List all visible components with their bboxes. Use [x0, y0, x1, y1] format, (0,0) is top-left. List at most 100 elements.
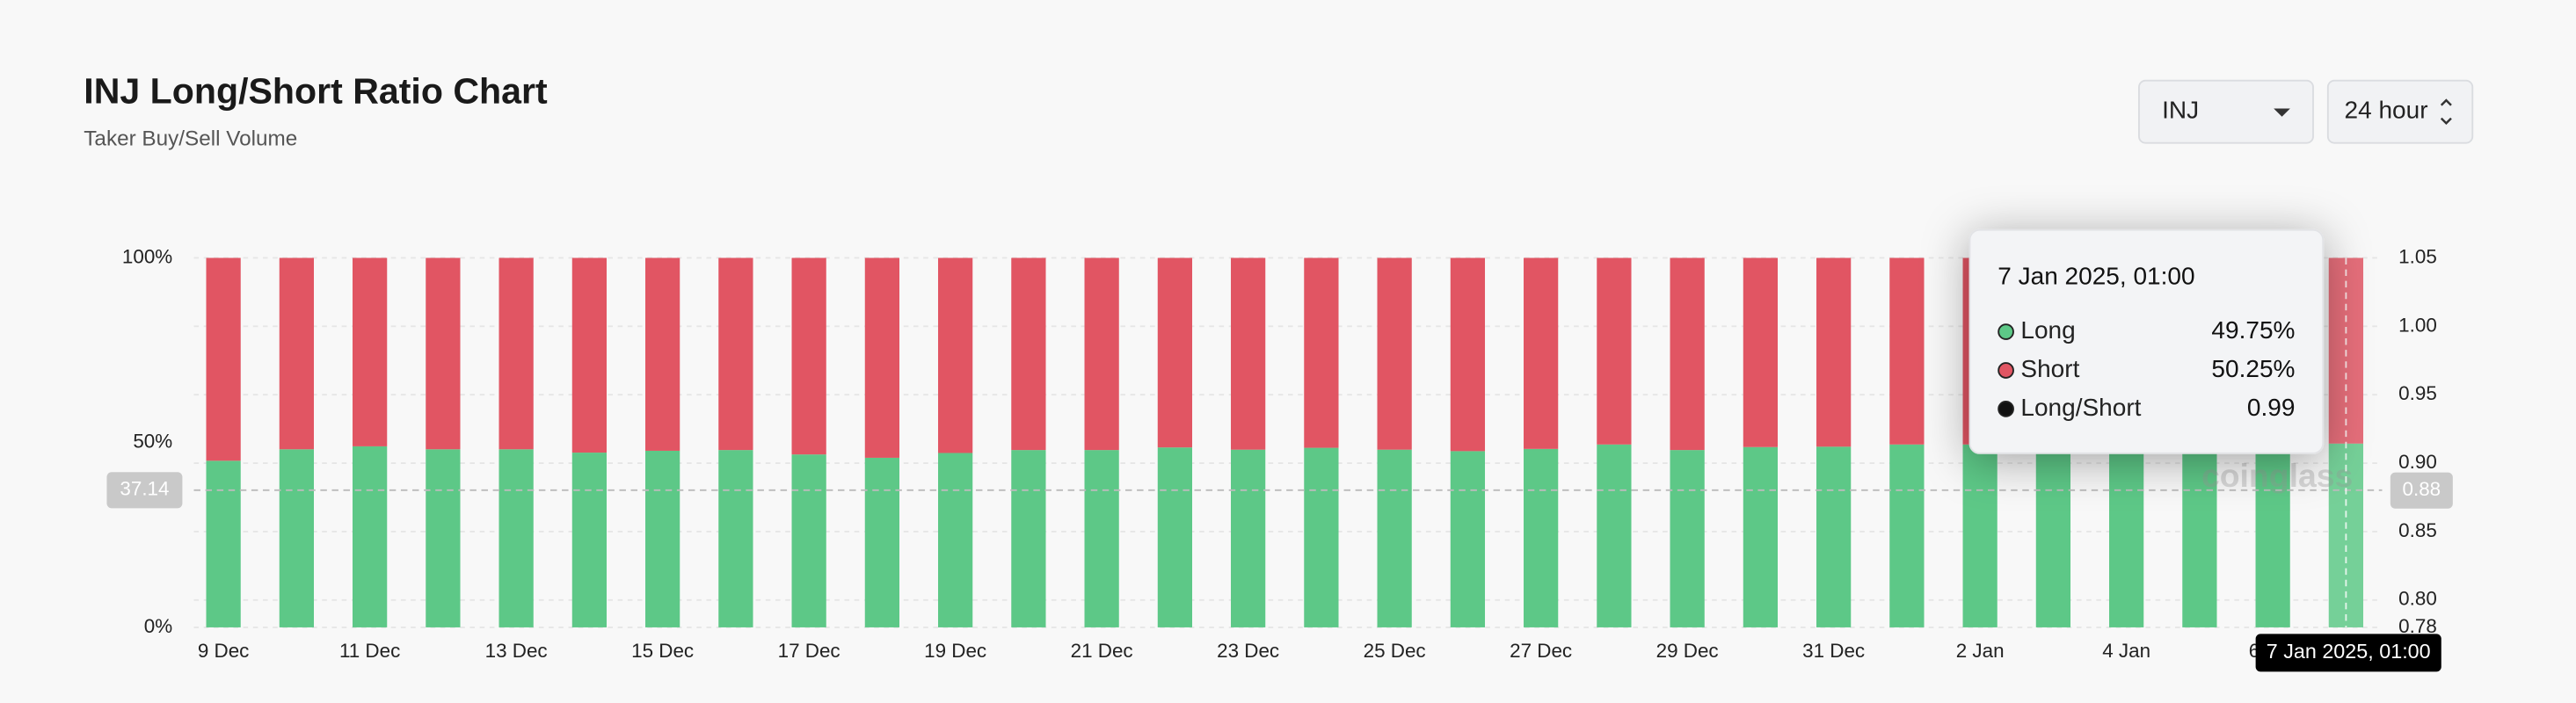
- bar: [1743, 257, 1779, 447]
- bar: [498, 257, 534, 450]
- bar: [2109, 446, 2144, 627]
- y2-tick-label: 1.00: [2398, 314, 2437, 336]
- tooltip-name: Short: [2020, 355, 2079, 382]
- bar: [1157, 447, 1193, 627]
- x-tick-label: 31 Dec: [1802, 640, 1865, 662]
- tooltip-title: 7 Jan 2025, 01:00: [1997, 262, 2194, 289]
- bar: [1816, 446, 1852, 627]
- tooltip-value: 49.75%: [2211, 316, 2295, 344]
- bar: [571, 453, 608, 627]
- select-box[interactable]: [2138, 79, 2314, 144]
- y2-tick-label: 0.78: [2398, 615, 2437, 637]
- bar: [1304, 257, 1339, 448]
- bar: [1377, 449, 1412, 627]
- bar: [718, 450, 753, 627]
- bar: [571, 257, 608, 453]
- x-tick-label: 21 Dec: [1071, 640, 1133, 662]
- y2-tick-label: 0.85: [2398, 519, 2437, 541]
- page-subtitle: Taker Buy/Sell Volume: [84, 127, 297, 150]
- crosshair-y-label: 37.14: [120, 478, 169, 500]
- spinner: [2440, 98, 2452, 125]
- bar: [353, 257, 388, 446]
- bar: [1962, 444, 1997, 627]
- x-tick-label: 19 Dec: [924, 640, 986, 662]
- bar: [791, 257, 826, 455]
- bar: [279, 449, 315, 627]
- bar: [426, 257, 461, 450]
- bar: [1889, 444, 1925, 627]
- bar: [1231, 449, 1266, 627]
- y-tick-label: 0%: [144, 615, 172, 637]
- bar: [1450, 451, 1486, 627]
- y-tick-label: 50%: [133, 431, 172, 453]
- x-tick-label: 25 Dec: [1364, 640, 1426, 662]
- bar: [426, 449, 461, 627]
- caret: [2274, 108, 2290, 117]
- bar: [1743, 446, 1779, 627]
- bar: [1231, 257, 1266, 450]
- tooltip: 7 Jan 2025, 01:00 Long 49.75% Short 50.25% Lo…: [1968, 228, 2325, 454]
- select-value[interactable]: INJ: [2162, 97, 2199, 124]
- bar: [2035, 446, 2071, 627]
- plot: 0.78 0.80 0.85 0.90 0.95 1.00 1.05 0% 50% 100% 9 D…: [106, 228, 2453, 672]
- bar: [1670, 257, 1705, 451]
- select-value[interactable]: 24 hour: [2345, 97, 2428, 124]
- page-title: INJ Long/Short Ratio Chart: [84, 70, 548, 111]
- bar: [1889, 257, 1925, 445]
- x-tick-label: 4 Jan: [2102, 640, 2150, 662]
- y2-tick-label: 0.90: [2398, 451, 2437, 473]
- bar: [1670, 450, 1705, 627]
- bar: [1011, 450, 1046, 627]
- bar: [791, 454, 826, 627]
- bar: [1377, 257, 1412, 450]
- x-tick-label: 29 Dec: [1656, 640, 1719, 662]
- bar: [353, 446, 388, 627]
- tooltip-value: 0.99: [2247, 394, 2296, 421]
- tooltip-value: 50.25%: [2211, 355, 2295, 382]
- bar: [1304, 447, 1339, 627]
- symbol-select[interactable]: INJ: [2138, 79, 2314, 144]
- bar: [206, 460, 241, 627]
- bar: [1084, 450, 1119, 627]
- bar: [2255, 443, 2290, 627]
- bar: [864, 257, 900, 458]
- bar: [645, 257, 680, 451]
- bar: [645, 450, 680, 627]
- y-tick-label: 100%: [122, 245, 172, 267]
- bar: [1011, 257, 1046, 451]
- tooltip-name: Long: [2020, 316, 2075, 344]
- tooltip-dot: [1997, 401, 2014, 417]
- x-tick-label: 17 Dec: [778, 640, 840, 662]
- select-box[interactable]: [2326, 79, 2474, 144]
- tooltip-box: [1968, 228, 2325, 454]
- crosshair-x-badge: [2255, 634, 2441, 672]
- crosshair-y2-label: 0.88: [2403, 478, 2441, 500]
- bar: [938, 257, 973, 453]
- crosshair-x-label: 7 Jan 2025, 01:00: [2267, 640, 2431, 663]
- bar: [864, 457, 900, 627]
- bar: [1450, 257, 1486, 452]
- bar: [498, 449, 534, 627]
- bar: [718, 257, 753, 451]
- bar: [938, 453, 973, 627]
- interval-select[interactable]: 24 hour: [2326, 79, 2474, 144]
- x-tick-label: 11 Dec: [339, 640, 400, 662]
- y2-tick-label: 0.95: [2398, 382, 2437, 404]
- bar: [1597, 444, 1632, 627]
- tooltip-dot: [1997, 323, 2014, 340]
- bar: [206, 257, 241, 461]
- y2-tick-label: 1.05: [2398, 245, 2437, 267]
- bar: [279, 257, 315, 450]
- bar: [1084, 257, 1119, 451]
- x-tick-label: 13 Dec: [485, 640, 548, 662]
- bar: [1597, 257, 1632, 445]
- y2-tick-label: 0.80: [2398, 588, 2437, 610]
- bar: [1816, 257, 1852, 447]
- crosshair-y2-badge: [2390, 472, 2453, 509]
- x-tick-label: 27 Dec: [1510, 640, 1572, 662]
- bar: [1524, 448, 1559, 627]
- bar: [1524, 257, 1559, 449]
- x-tick-label: 15 Dec: [631, 640, 694, 662]
